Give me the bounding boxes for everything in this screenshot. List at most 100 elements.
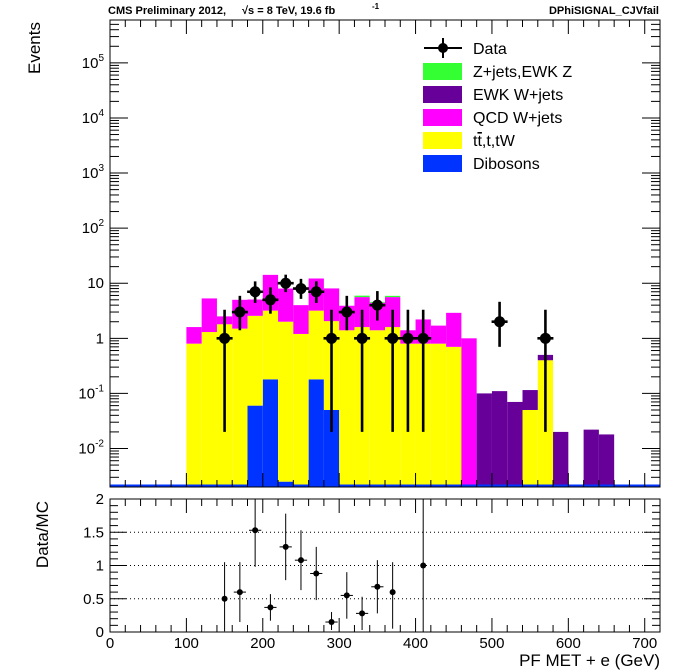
ratio-xtick-label-1: 100 — [174, 635, 199, 652]
ytick-label-exp--2: -2 — [95, 438, 104, 449]
bar-qcd_wjets-14 — [323, 288, 340, 322]
legend-label-dibosons: Dibosons — [473, 156, 540, 173]
header-energy: √s = 8 TeV, 19.6 fb — [242, 5, 335, 17]
ratio-point-2 — [252, 527, 259, 534]
bar-ewk_wjets-25 — [491, 391, 508, 487]
ytick-label-exp--1: -1 — [95, 383, 104, 394]
legend-label-top-rest: ,t,tW — [482, 133, 516, 150]
ratio-points — [221, 499, 427, 632]
ytick-label--1: 10-1 — [78, 383, 104, 402]
bar-qcd_wjets-5 — [186, 327, 202, 344]
bar-dibosons-11 — [278, 481, 294, 487]
bar-top-8 — [232, 328, 248, 487]
ytick-label-base--2: 10 — [78, 440, 95, 457]
bar-ewk_wjets-29 — [553, 431, 569, 487]
ytick-label-3: 103 — [82, 163, 105, 182]
ratio-point-9 — [359, 610, 366, 617]
bar-ewk_wjets-27 — [522, 390, 538, 410]
legend-label-qcd-wjets: QCD W+jets — [473, 110, 562, 127]
legend-entry-dibosons: Dibosons — [423, 155, 540, 173]
data-point-10 — [371, 299, 383, 311]
ytick-label--2: 10-2 — [78, 438, 104, 457]
ratio-axis-ticks: 0 0.5 1 1.5 2 0 100 200 300 400 500 600 700 — [83, 491, 661, 652]
ratio-ylabel: Data/MC — [33, 501, 52, 568]
bar-top-9 — [247, 315, 263, 406]
bar-dibosons-14 — [323, 409, 340, 487]
bar-zjets-16 — [354, 295, 370, 298]
legend: Data Z+jets,EWK Z EWK W+jets QCD W+jets … — [423, 38, 572, 173]
legend-entry-zjets: Z+jets,EWK Z — [423, 63, 572, 81]
ratio-point-6 — [313, 570, 320, 577]
ratio-xtick-label-0: 0 — [106, 635, 114, 652]
legend-label-ewk-wjets: EWK W+jets — [473, 87, 563, 104]
ratio-point-0 — [221, 595, 228, 602]
bar-top-15 — [339, 330, 355, 487]
ytick-label-2: 102 — [82, 218, 105, 237]
data-point-0 — [219, 332, 231, 344]
ytick-label-base-4: 10 — [82, 110, 99, 127]
data-point-11 — [387, 332, 399, 344]
data-point-5 — [295, 283, 307, 295]
bar-ewk_wjets-24 — [476, 393, 492, 487]
bar-top-13 — [308, 310, 324, 380]
ratio-xtick-label-7: 700 — [632, 635, 657, 652]
header-right: DPhiSIGNAL_CJVfail — [549, 5, 659, 17]
data-point-7 — [326, 332, 338, 344]
legend-entry-qcd-wjets: QCD W+jets — [423, 109, 562, 127]
bar-qcd_wjets-21 — [430, 325, 447, 344]
bar-top-11 — [278, 321, 294, 482]
data-point-9 — [356, 332, 368, 344]
data-point-12 — [402, 332, 414, 344]
ratio-ytick-label-0: 0 — [96, 624, 104, 641]
ytick-label-base-5: 10 — [82, 55, 99, 72]
ytick-label-exp-4: 4 — [98, 108, 104, 119]
bar-top-5 — [186, 343, 202, 487]
legend-entry-ewk-wjets: EWK W+jets — [423, 86, 563, 104]
bar-qcd_wjets-11 — [278, 288, 294, 322]
ytick-label-5: 105 — [82, 53, 105, 72]
stack-bars — [110, 274, 660, 487]
data-point-13 — [417, 332, 429, 344]
ratio-ytick-label-1: 0.5 — [83, 591, 104, 608]
legend-entry-top: tt,t,tW — [423, 132, 516, 150]
ratio-point-8 — [343, 592, 350, 599]
ytick-label-base-3: 10 — [82, 165, 99, 182]
legend-label-top-t: t — [473, 133, 478, 150]
bar-dibosons-13 — [308, 379, 324, 487]
bar-top-6 — [201, 332, 217, 487]
bar-dibosons-10 — [262, 379, 279, 487]
ratio-ytick-label-3: 1.5 — [83, 524, 104, 541]
ratio-point-11 — [389, 589, 396, 596]
legend-label-top-tbar: t — [477, 133, 482, 150]
ratio-xtick-label-6: 600 — [556, 635, 581, 652]
bar-top-17 — [369, 330, 385, 487]
ytick-label-exp-2: 2 — [98, 218, 104, 229]
ratio-point-3 — [267, 604, 274, 611]
ratio-point-12 — [420, 562, 427, 569]
ytick-label-1: 10 — [87, 275, 104, 292]
ratio-point-5 — [297, 557, 304, 564]
bar-top-21 — [430, 343, 447, 487]
data-point-4 — [280, 277, 292, 289]
bar-top-22 — [446, 346, 462, 487]
data-point-14 — [494, 316, 506, 328]
data-point-15 — [539, 332, 551, 344]
ratio-ytick-label-2: 1 — [96, 558, 104, 575]
ratio-point-1 — [236, 589, 243, 596]
ratio-ytick-label-4: 2 — [96, 491, 104, 508]
ratio-grid — [110, 531, 660, 600]
ytick-label-exp-5: 5 — [98, 53, 104, 64]
ratio-xtick-label-3: 300 — [327, 635, 352, 652]
ratio-xtick-label-4: 400 — [403, 635, 428, 652]
data-point-8 — [341, 306, 353, 318]
legend-label-zjets: Z+jets,EWK Z — [473, 64, 572, 81]
ytick-label-base--1: 10 — [78, 385, 95, 402]
bar-qcd_wjets-6 — [201, 298, 217, 333]
legend-entry-data: Data — [424, 38, 507, 58]
header-left: CMS Preliminary 2012, — [108, 5, 226, 17]
bar-qcd_wjets-22 — [446, 312, 462, 347]
legend-label-data: Data — [473, 41, 507, 58]
